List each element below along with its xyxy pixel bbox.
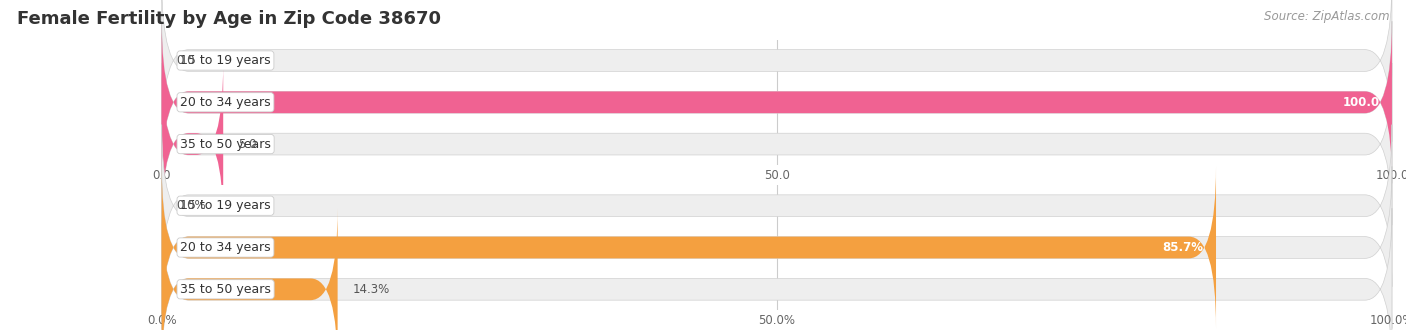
- Text: 0.0%: 0.0%: [177, 199, 207, 212]
- Text: 5.0: 5.0: [238, 138, 256, 150]
- Text: 20 to 34 years: 20 to 34 years: [180, 96, 271, 109]
- FancyBboxPatch shape: [162, 166, 1392, 329]
- Text: 85.7%: 85.7%: [1163, 241, 1204, 254]
- FancyBboxPatch shape: [162, 0, 1392, 142]
- Text: 15 to 19 years: 15 to 19 years: [180, 54, 271, 67]
- FancyBboxPatch shape: [162, 125, 1392, 287]
- Text: 20 to 34 years: 20 to 34 years: [180, 241, 271, 254]
- Text: 35 to 50 years: 35 to 50 years: [180, 283, 271, 296]
- FancyBboxPatch shape: [162, 208, 337, 330]
- Text: Female Fertility by Age in Zip Code 38670: Female Fertility by Age in Zip Code 3867…: [17, 10, 441, 28]
- Text: 100.0: 100.0: [1343, 96, 1379, 109]
- FancyBboxPatch shape: [162, 166, 1216, 329]
- Text: Source: ZipAtlas.com: Source: ZipAtlas.com: [1264, 10, 1389, 23]
- FancyBboxPatch shape: [162, 21, 1392, 183]
- Text: 35 to 50 years: 35 to 50 years: [180, 138, 271, 150]
- FancyBboxPatch shape: [162, 21, 1392, 183]
- FancyBboxPatch shape: [162, 208, 1392, 330]
- FancyBboxPatch shape: [162, 63, 1392, 225]
- Text: 0.0: 0.0: [177, 54, 195, 67]
- Text: 14.3%: 14.3%: [353, 283, 389, 296]
- FancyBboxPatch shape: [162, 63, 224, 225]
- Text: 15 to 19 years: 15 to 19 years: [180, 199, 271, 212]
